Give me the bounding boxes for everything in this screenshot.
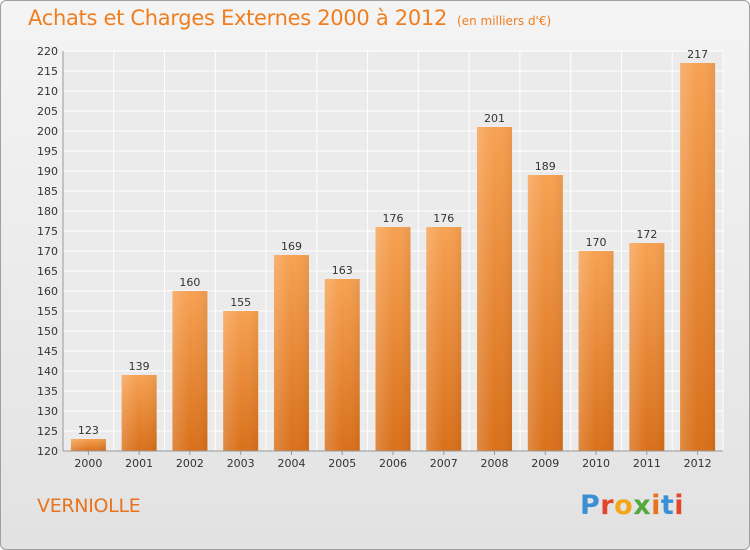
x-tick-label: 2011 bbox=[633, 457, 661, 470]
y-tick-label: 145 bbox=[37, 345, 58, 358]
x-tick-label: 2008 bbox=[481, 457, 509, 470]
bar-highlight bbox=[70, 439, 106, 451]
logo-letter: r bbox=[600, 490, 615, 521]
data-label: 123 bbox=[78, 424, 99, 437]
bar-highlight bbox=[578, 251, 614, 451]
proxiti-logo: Proxiti bbox=[580, 490, 684, 521]
chart-subtitle: (en milliers d'€) bbox=[457, 14, 552, 28]
bar-highlight bbox=[273, 255, 309, 451]
data-label: 217 bbox=[687, 48, 708, 61]
logo-letter: i bbox=[674, 490, 685, 521]
y-tick-label: 120 bbox=[37, 445, 58, 458]
location-name: VERNIOLLE bbox=[37, 495, 141, 517]
data-label: 170 bbox=[586, 236, 607, 249]
x-tick-label: 2012 bbox=[684, 457, 712, 470]
data-label: 139 bbox=[129, 360, 150, 373]
y-tick-label: 185 bbox=[37, 185, 58, 198]
x-tick-label: 2005 bbox=[328, 457, 356, 470]
data-label: 176 bbox=[433, 212, 454, 225]
data-label: 163 bbox=[332, 264, 353, 277]
bar-highlight bbox=[426, 227, 462, 451]
data-label: 189 bbox=[535, 160, 556, 173]
x-tick-label: 2003 bbox=[227, 457, 255, 470]
bar-highlight bbox=[223, 311, 259, 451]
bar-highlight bbox=[172, 291, 208, 451]
x-tick-label: 2006 bbox=[379, 457, 407, 470]
y-tick-label: 150 bbox=[37, 325, 58, 338]
y-tick-label: 155 bbox=[37, 305, 58, 318]
bar-highlight bbox=[121, 375, 157, 451]
y-tick-label: 135 bbox=[37, 385, 58, 398]
y-tick-label: 215 bbox=[37, 65, 58, 78]
logo-letter: o bbox=[614, 490, 634, 521]
data-label: 169 bbox=[281, 240, 302, 253]
y-tick-label: 125 bbox=[37, 425, 58, 438]
bar-highlight bbox=[375, 227, 411, 451]
y-tick-label: 210 bbox=[37, 85, 58, 98]
x-tick-label: 2010 bbox=[582, 457, 610, 470]
x-tick-label: 2001 bbox=[125, 457, 153, 470]
x-tick-label: 2002 bbox=[176, 457, 204, 470]
bar-highlight bbox=[477, 127, 513, 451]
logo-letter: x bbox=[633, 490, 652, 521]
y-tick-label: 180 bbox=[37, 205, 58, 218]
data-label: 160 bbox=[179, 276, 200, 289]
data-label: 176 bbox=[383, 212, 404, 225]
logo-letter: P bbox=[580, 490, 601, 521]
x-tick-label: 2004 bbox=[277, 457, 305, 470]
y-tick-label: 160 bbox=[37, 285, 58, 298]
y-tick-label: 200 bbox=[37, 125, 58, 138]
logo-letter: i bbox=[651, 490, 661, 521]
bar-highlight bbox=[680, 63, 716, 451]
y-tick-label: 205 bbox=[37, 105, 58, 118]
data-label: 155 bbox=[230, 296, 251, 309]
logo-letter: t bbox=[660, 490, 675, 521]
y-tick-label: 130 bbox=[37, 405, 58, 418]
x-tick-label: 2009 bbox=[531, 457, 559, 470]
y-tick-label: 140 bbox=[37, 365, 58, 378]
bar-highlight bbox=[527, 175, 563, 451]
chart-title: Achats et Charges Externes 2000 à 2012 (e… bbox=[28, 6, 551, 30]
chart-title-text: Achats et Charges Externes 2000 à 2012 bbox=[28, 6, 448, 30]
y-tick-label: 190 bbox=[37, 165, 58, 178]
y-tick-label: 175 bbox=[37, 225, 58, 238]
y-tick-label: 165 bbox=[37, 265, 58, 278]
x-tick-label: 2007 bbox=[430, 457, 458, 470]
data-label: 172 bbox=[636, 228, 657, 241]
bar-highlight bbox=[324, 279, 360, 451]
bar-highlight bbox=[629, 243, 665, 451]
x-tick-label: 2000 bbox=[74, 457, 102, 470]
y-tick-label: 170 bbox=[37, 245, 58, 258]
y-tick-label: 195 bbox=[37, 145, 58, 158]
y-tick-label: 220 bbox=[37, 45, 58, 58]
data-label: 201 bbox=[484, 112, 505, 125]
